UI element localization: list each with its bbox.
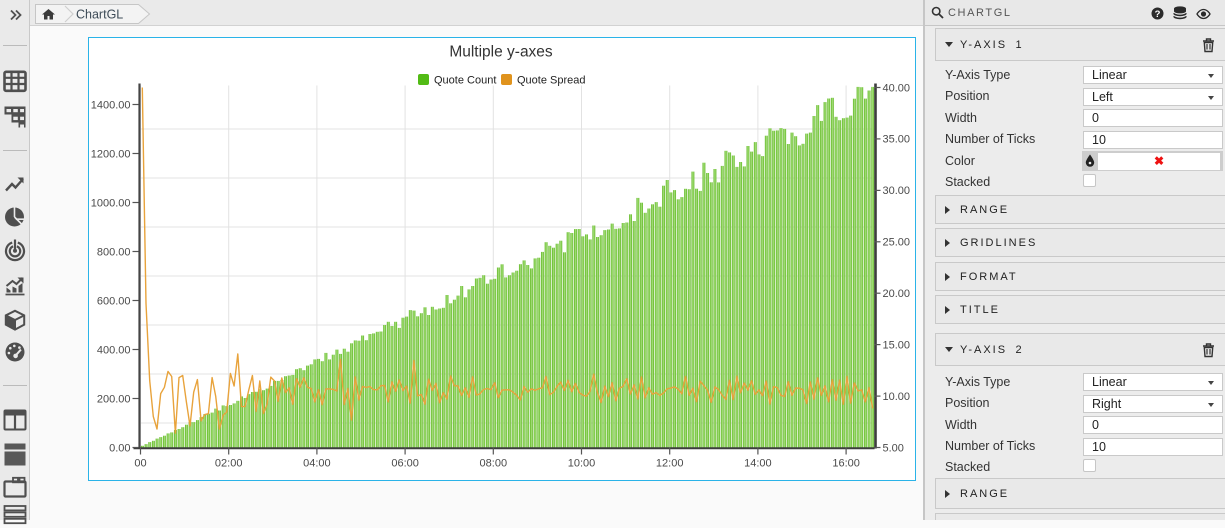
svg-text:400.00: 400.00 — [97, 344, 131, 356]
svg-text:12:00: 12:00 — [656, 458, 684, 470]
svg-text:10.00: 10.00 — [883, 391, 911, 403]
svg-text:?: ? — [1155, 9, 1161, 20]
svg-text:800.00: 800.00 — [97, 246, 131, 258]
svg-text:08:00: 08:00 — [480, 458, 508, 470]
svg-text:1400.00: 1400.00 — [91, 99, 131, 111]
svg-text:30.00: 30.00 — [883, 185, 911, 197]
svg-text:35.00: 35.00 — [883, 134, 911, 146]
svg-text:ChartGL: ChartGL — [76, 8, 123, 22]
svg-text:25.00: 25.00 — [883, 237, 911, 249]
svg-text:15.00: 15.00 — [883, 339, 911, 351]
svg-text:04:00: 04:00 — [303, 458, 331, 470]
svg-text:Quote Count: Quote Count — [434, 75, 496, 87]
svg-text:Quote Spread: Quote Spread — [517, 75, 586, 87]
svg-text:00: 00 — [134, 458, 146, 470]
svg-text:600.00: 600.00 — [97, 295, 131, 307]
svg-text:0.00: 0.00 — [109, 442, 130, 454]
svg-text:06:00: 06:00 — [391, 458, 419, 470]
svg-text:200.00: 200.00 — [97, 393, 131, 405]
svg-text:16:00: 16:00 — [832, 458, 860, 470]
svg-text:02:00: 02:00 — [215, 458, 243, 470]
svg-text:5.00: 5.00 — [883, 442, 904, 454]
svg-text:10:00: 10:00 — [568, 458, 596, 470]
svg-text:1000.00: 1000.00 — [91, 197, 131, 209]
svg-text:14:00: 14:00 — [744, 458, 772, 470]
svg-text:40.00: 40.00 — [883, 82, 911, 94]
svg-text:Multiple y-axes: Multiple y-axes — [449, 44, 553, 61]
svg-text:20.00: 20.00 — [883, 288, 911, 300]
svg-text:1200.00: 1200.00 — [91, 148, 131, 160]
